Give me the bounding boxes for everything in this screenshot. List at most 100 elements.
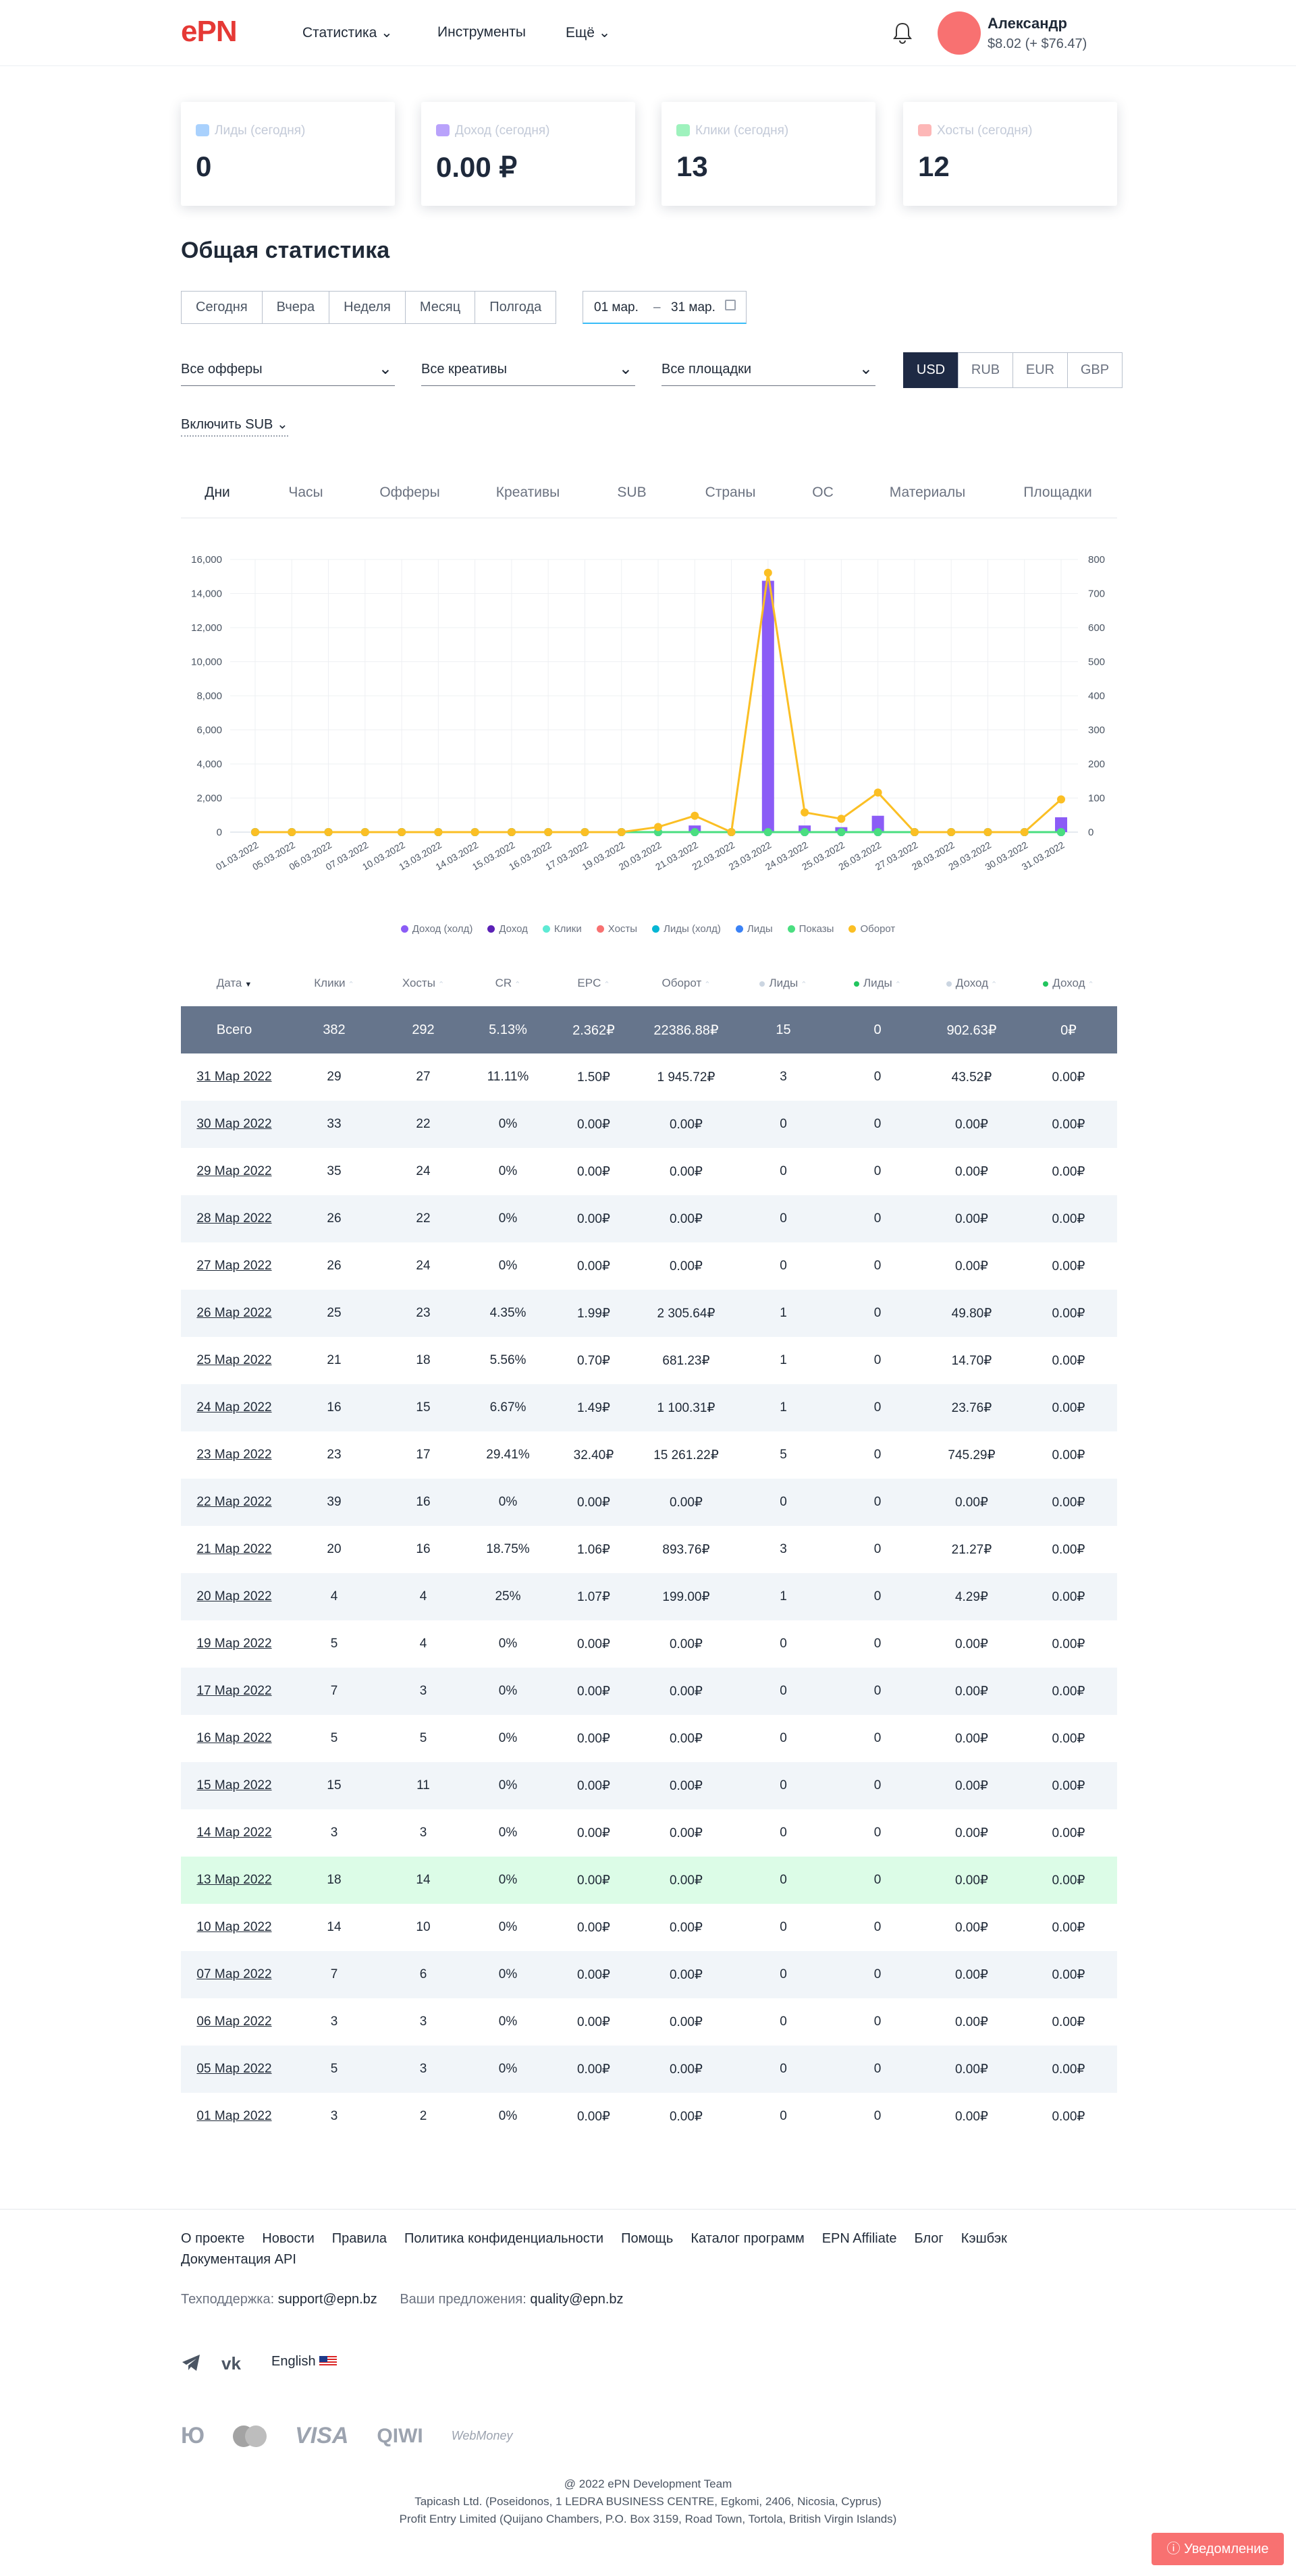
nav-item[interactable]: Ещё ⌄ (566, 25, 611, 40)
date-link[interactable]: 16 Мар 2022 (196, 1731, 272, 1745)
tab[interactable]: Материалы (889, 485, 966, 500)
date-link[interactable]: 29 Мар 2022 (196, 1164, 272, 1178)
stat-card: Клики (сегодня) 13 (662, 102, 875, 206)
footer-link[interactable]: Документация API (181, 2252, 296, 2267)
legend-swatch (652, 925, 660, 933)
period-button[interactable]: Сегодня (181, 291, 263, 324)
date-link[interactable]: 31 Мар 2022 (196, 1070, 272, 1084)
table-cell: 7 (288, 1951, 381, 1998)
footer-link[interactable]: Новости (262, 2231, 315, 2246)
date-link[interactable]: 13 Мар 2022 (196, 1873, 272, 1887)
tab[interactable]: Креативы (495, 485, 560, 500)
table-cell: 0 (873, 1826, 882, 1840)
header-cell[interactable]: Доход ⌃ (923, 960, 1020, 1006)
telegram-icon[interactable] (182, 2355, 200, 2371)
nav-item[interactable]: Инструменты (437, 24, 526, 40)
header-cell[interactable]: Клики ⌃ (288, 960, 381, 1006)
footer-link[interactable]: Кэшбэк (961, 2231, 1007, 2246)
date-link[interactable]: 24 Мар 2022 (196, 1400, 272, 1415)
filter-dropdown[interactable]: Все креативы ⌄ (421, 356, 635, 386)
header-cell[interactable]: Доход ⌃ (1020, 960, 1117, 1006)
date-link[interactable]: 05 Мар 2022 (196, 2062, 272, 2076)
legend-item[interactable]: Лиды (735, 923, 773, 935)
bar (1055, 817, 1067, 832)
bell-icon[interactable] (892, 22, 913, 45)
tab[interactable]: Страны (705, 485, 756, 500)
period-button[interactable]: Неделя (329, 291, 406, 324)
header-cell[interactable]: Хосты ⌃ (381, 960, 466, 1006)
header-cell[interactable]: Дата ▼ (181, 960, 288, 1006)
currency-button[interactable]: EUR (1013, 352, 1068, 388)
table-cell: 0.00₽ (1052, 1826, 1085, 1840)
date-range[interactable]: 01 мар. – 31 мар. (583, 291, 747, 324)
date-link[interactable]: 20 Мар 2022 (196, 1589, 272, 1604)
footer-link[interactable]: Каталог программ (691, 2231, 805, 2246)
date-link[interactable]: 22 Мар 2022 (196, 1495, 272, 1509)
date-link[interactable]: 17 Мар 2022 (196, 1684, 272, 1698)
tab[interactable]: Дни (205, 485, 230, 500)
legend-item[interactable]: Лиды (холд) (652, 923, 721, 935)
period-button[interactable]: Вчера (261, 291, 330, 324)
footer-link[interactable]: О проекте (181, 2231, 245, 2246)
tab[interactable]: Офферы (379, 485, 440, 500)
footer-link[interactable]: Блог (914, 2231, 944, 2246)
legend-item[interactable]: Доход (холд) (400, 923, 473, 935)
tab[interactable]: Площадки (1023, 485, 1092, 500)
footer-link[interactable]: EPN Affiliate (821, 2231, 897, 2246)
legend-item[interactable]: Хосты (596, 923, 637, 935)
date-link[interactable]: 28 Мар 2022 (196, 1211, 272, 1226)
footer-link[interactable]: Правила (331, 2231, 387, 2246)
header-cell[interactable]: Лиды ⌃ (832, 960, 923, 1006)
header-cell[interactable]: CR ⌃ (466, 960, 550, 1006)
footer-links: О проекте Новости Правила Политика конфиден… (181, 2231, 1119, 2268)
sort-icon: ⌃ (704, 981, 711, 989)
header-cell[interactable]: Оборот ⌃ (637, 960, 735, 1006)
date-link[interactable]: 25 Мар 2022 (196, 1353, 272, 1367)
date-link[interactable]: 26 Мар 2022 (196, 1306, 272, 1320)
sort-icon: ⌃ (1087, 981, 1094, 989)
avatar[interactable] (938, 11, 981, 55)
header-cell[interactable]: Лиды ⌃ (735, 960, 832, 1006)
logo[interactable]: ePN (181, 15, 238, 48)
sub-toggle[interactable]: Включить SUB ⌄ (181, 416, 288, 437)
nav-item[interactable]: Статистика ⌄ (302, 25, 393, 40)
date-link[interactable]: 14 Мар 2022 (196, 1826, 272, 1840)
filter-dropdown[interactable]: Все площадки ⌄ (662, 356, 875, 386)
date-link[interactable]: 07 Мар 2022 (196, 1967, 272, 1981)
tab[interactable]: Часы (288, 485, 323, 500)
y2-tick-label: 800 (1088, 554, 1105, 566)
footer-link[interactable]: Помощь (621, 2231, 674, 2246)
currency-button[interactable]: RUB (958, 352, 1013, 388)
filter-dropdown[interactable]: Все офферы ⌄ (181, 356, 395, 386)
tab[interactable]: ОС (812, 485, 834, 500)
header-cell[interactable]: EPC ⌃ (550, 960, 637, 1006)
date-link[interactable]: 30 Мар 2022 (196, 1117, 272, 1131)
date-link[interactable]: 23 Мар 2022 (196, 1448, 272, 1462)
date-link[interactable]: 19 Мар 2022 (196, 1637, 272, 1651)
date-link[interactable]: 10 Мар 2022 (196, 1920, 272, 1934)
date-link[interactable]: 15 Мар 2022 (196, 1778, 272, 1792)
tab[interactable]: SUB (617, 485, 647, 500)
legend-label: Клики (554, 923, 582, 935)
y-tick-label: 2,000 (196, 793, 222, 804)
legend-item[interactable]: Клики (542, 923, 582, 935)
currency-button[interactable]: GBP (1067, 352, 1123, 388)
date-link[interactable]: 01 Мар 2022 (196, 2109, 272, 2123)
vk-icon[interactable]: vk (221, 2353, 241, 2373)
legend-item[interactable]: Оборот (848, 923, 895, 935)
legend-item[interactable]: Показы (787, 923, 834, 935)
period-button[interactable]: Полгода (475, 291, 557, 324)
footer-link[interactable]: Политика конфиденциальности (404, 2231, 604, 2246)
language[interactable]: English (271, 2354, 338, 2369)
currency-button[interactable]: USD (903, 352, 959, 388)
ideas-email[interactable]: quality@epn.bz (530, 2292, 624, 2307)
period-button[interactable]: Месяц (404, 291, 476, 324)
date-link[interactable]: 21 Мар 2022 (196, 1542, 272, 1556)
legend-item[interactable]: Доход (487, 923, 528, 935)
date-link[interactable]: 27 Мар 2022 (196, 1259, 272, 1273)
table-cell: 0.00₽ (550, 1668, 637, 1715)
card-icon (436, 124, 450, 136)
notification-button[interactable]: ⓘ Уведомление (1152, 2533, 1284, 2565)
date-link[interactable]: 06 Мар 2022 (196, 2015, 272, 2029)
support-email[interactable]: support@epn.bz (277, 2292, 377, 2307)
